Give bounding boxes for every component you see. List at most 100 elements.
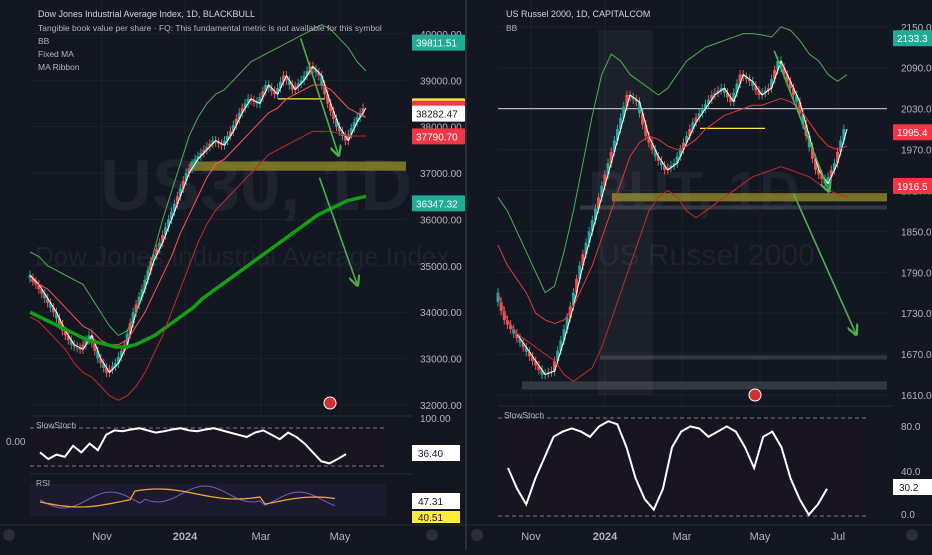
candle-body xyxy=(650,142,654,150)
candle-body xyxy=(801,113,805,125)
candle-body xyxy=(568,306,572,318)
price-label: 1995.4 xyxy=(897,128,928,139)
candle-body xyxy=(252,100,256,102)
candle-body xyxy=(284,75,288,81)
candle-body xyxy=(663,165,667,170)
flag-icon xyxy=(748,388,762,402)
candle-body xyxy=(317,72,321,76)
indicator-line-2 xyxy=(497,97,848,324)
indicator-name: SlowStoch xyxy=(504,410,544,420)
candle-body xyxy=(211,140,215,144)
candle-body xyxy=(243,103,247,109)
candle-body xyxy=(72,344,76,347)
candle-body xyxy=(320,75,324,85)
candle-body xyxy=(116,357,120,364)
candle-body xyxy=(524,347,528,352)
candle-body xyxy=(716,90,720,93)
candle-body xyxy=(293,86,297,90)
candle-body xyxy=(842,129,846,141)
candle-body xyxy=(329,103,333,112)
indicator-tick: 100.00 xyxy=(420,414,451,425)
candle-body xyxy=(713,92,717,95)
candle-body xyxy=(527,351,531,357)
settings-icon xyxy=(3,529,15,541)
candle-body xyxy=(575,279,579,293)
candle-body xyxy=(719,88,723,91)
candle-body xyxy=(305,71,309,76)
candle-body xyxy=(531,356,535,361)
candle-body xyxy=(193,159,197,164)
candle-body xyxy=(553,360,557,372)
support-zone xyxy=(190,161,406,171)
candle-body xyxy=(603,174,607,186)
chart-title: Dow Jones Industrial Average Index, 1D, … xyxy=(38,9,255,19)
candle-body xyxy=(161,234,165,243)
candle-body xyxy=(597,197,601,209)
candle-body xyxy=(502,310,506,320)
candle-body xyxy=(349,128,353,135)
candle-body xyxy=(559,340,563,351)
stoch-line xyxy=(39,427,347,465)
candle-body xyxy=(137,296,141,305)
chart-panel-2: RUT, 1D US Russel 2000 US Russel 2000, 1D,… xyxy=(0,0,932,543)
candle-body xyxy=(43,293,47,299)
candle-body xyxy=(231,125,235,132)
candle-body xyxy=(798,101,802,114)
candle-body xyxy=(78,347,82,350)
candle-body xyxy=(779,60,783,68)
x-tick-label: Mar xyxy=(673,531,692,543)
y-tick-label: 34000.00 xyxy=(420,308,462,319)
candle-body xyxy=(744,76,748,80)
candle-body xyxy=(208,143,212,147)
candle-body xyxy=(255,101,259,104)
price-label: 39811.51 xyxy=(416,39,457,50)
candle-body xyxy=(276,88,280,95)
candle-body xyxy=(521,342,525,348)
candle-body xyxy=(279,81,283,89)
candle-body xyxy=(647,135,651,143)
candle-body xyxy=(584,242,588,255)
candle-body xyxy=(228,131,232,136)
candle-body xyxy=(134,304,138,313)
candle-body xyxy=(697,113,701,118)
candle-body xyxy=(578,265,582,280)
candle-body xyxy=(108,369,112,373)
candle-body xyxy=(311,66,315,70)
y-tick-label: 1790.0 xyxy=(901,268,932,279)
indicator-line-2 xyxy=(29,84,367,346)
candle-body xyxy=(102,363,106,368)
x-tick-label: 2024 xyxy=(173,531,198,543)
candle-body xyxy=(270,88,274,92)
candle-body xyxy=(149,261,153,271)
support-zone xyxy=(600,355,887,360)
y-tick-label: 1850.0 xyxy=(901,227,932,238)
candle-body xyxy=(84,340,88,345)
candle-body xyxy=(290,84,294,90)
candle-body xyxy=(773,70,777,80)
indicator-tick: 80.0 xyxy=(901,422,921,433)
indicator-line-3 xyxy=(29,194,367,349)
candle-body xyxy=(196,156,200,160)
legend-line: Tangible book value per share · FQ: This… xyxy=(38,23,382,33)
candle-body xyxy=(644,124,648,136)
candle-body xyxy=(169,211,173,220)
candle-body xyxy=(641,113,645,125)
candle-body xyxy=(111,366,115,370)
candle-body xyxy=(637,101,641,114)
stoch-band xyxy=(498,418,867,516)
candle-body xyxy=(205,146,209,150)
candle-body xyxy=(178,188,182,197)
y-tick-label: 1730.0 xyxy=(901,309,932,320)
candle-body xyxy=(738,74,742,84)
candle-body xyxy=(757,90,761,95)
indicator-value-label: 36.40 xyxy=(418,449,443,460)
indicator-value-box xyxy=(893,479,932,495)
price-label: 1916.5 xyxy=(897,182,928,193)
candle-body xyxy=(707,99,711,105)
x-tick-label: Jul xyxy=(831,531,845,543)
price-label: 36347.32 xyxy=(416,199,458,210)
candle-body xyxy=(63,330,67,336)
candle-body xyxy=(343,135,347,141)
candle-body xyxy=(685,135,689,143)
